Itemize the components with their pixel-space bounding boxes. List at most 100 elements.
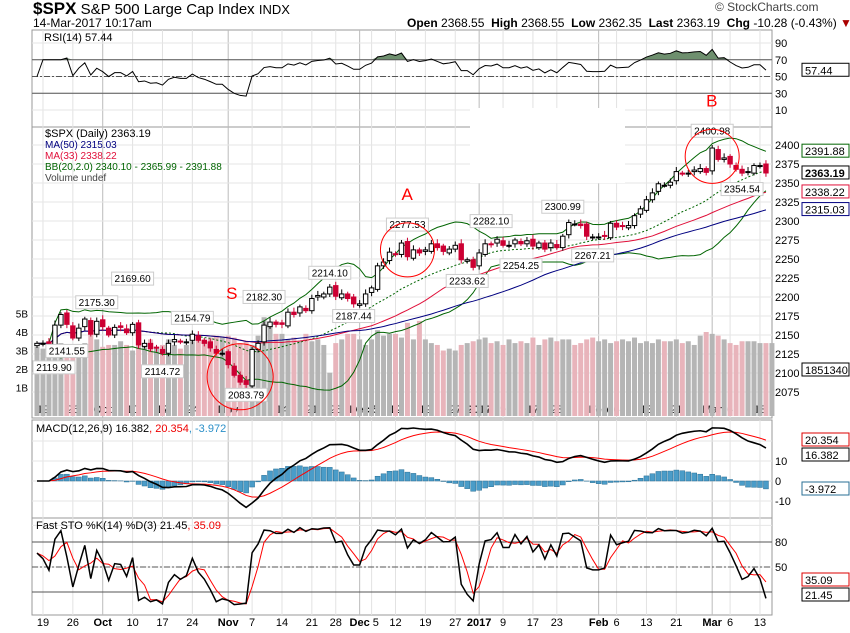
x-tick-label: 2017 [467,617,491,629]
volume-bar [506,339,512,416]
candle-body [100,319,106,328]
candle-body [88,320,94,335]
candle-body [494,238,500,244]
volume-bar [201,339,207,416]
candle-body [655,183,662,192]
volume-bar [171,344,177,416]
price-label: 2300.99 [545,202,582,213]
candle-body [183,341,190,344]
volume-bar [279,333,285,416]
last-price-value-box [801,165,850,180]
candle-body [410,249,417,259]
volume-bar [649,343,655,416]
volume-axis-label: 4B [16,328,29,339]
volume-bar [363,344,369,416]
candle-body [482,243,488,255]
macd-legend: MACD(12,26,9) 16.382, 20.354, -3.972 [36,423,226,435]
macd-histogram-bar [249,480,255,488]
candle-body [506,244,512,247]
candle-body [434,243,441,249]
volume-bar [393,333,398,416]
volume-bar [757,343,763,416]
candle-body [554,244,560,249]
macd-histogram-bar [356,480,363,482]
candle-body [637,208,644,215]
volume-bar [769,343,775,416]
volume-bar [112,344,118,416]
candle-body [524,240,530,245]
sto-d-value: 35.09 [805,575,833,587]
last-price-value: 2363.19 [805,168,845,180]
macd-histogram-bar [560,480,566,486]
macd-hist-value: -3.972 [805,484,836,496]
sto-axis-label: 80 [775,537,787,549]
candle-body [58,313,64,326]
price-label: 2187.44 [336,312,373,323]
macd-histogram-bar [207,480,214,483]
volume-bar [375,330,381,416]
macd-histogram-bar [338,471,345,482]
macd-histogram-bar [219,480,225,485]
volume-bar [721,339,727,416]
macd-histogram-bar [327,467,333,482]
rsi-line [36,48,767,97]
macd-histogram-bar [237,480,243,492]
macd-histogram-bar [739,480,745,486]
macd-histogram-bar [715,475,721,482]
macd-histogram-bar [404,471,411,482]
ma50-line [37,209,767,344]
candle-body [685,172,691,175]
volume-bar [339,339,345,416]
candle-body [237,374,243,383]
price-label-box [111,271,155,286]
volume-bar [667,341,673,416]
x-tick-label: 19 [419,617,431,629]
price-axis-label: 2175 [775,311,799,323]
candle-body [123,328,130,334]
candle-body [279,322,285,325]
sto-d-value-box [801,572,850,587]
price-label: 2169.60 [115,274,152,285]
macd-histogram-bar [82,475,88,482]
volume-axis-label: 1B [16,384,29,395]
volume-bar [661,341,667,416]
volume-bar [422,339,428,416]
volume-bar [398,337,404,416]
volume-bar [643,341,649,416]
candle-body [727,155,733,165]
candle-body [345,293,351,300]
volume-bar [703,332,709,416]
volume-bar [428,343,434,416]
price-label-box [140,364,184,379]
macd-histogram-bar [261,475,267,482]
candle-body [601,234,608,237]
price-label: 2267.21 [575,251,612,262]
volume-bar [637,343,643,416]
volume-value: 1851340 [805,365,848,377]
candle-body [458,243,464,261]
candle-body [153,346,160,349]
macd-histogram-bar [291,466,297,482]
candle-body [518,241,524,245]
candle-body [94,320,100,335]
macd-line [37,427,767,509]
volume-bar [727,343,733,416]
candle-body [82,318,88,328]
macd-histogram-bar [392,470,399,482]
volume-bar [118,341,124,416]
macd-histogram-bar [171,480,178,487]
sto-legend-part: , 35.09 [187,520,221,532]
candle-body [703,168,709,173]
candle-body [679,172,685,175]
macd-histogram-bar [446,480,453,484]
ma33-value: 2338.22 [805,187,845,199]
ohlc-summary: Open 2368.55 High 2368.55 Low 2362.35 La… [407,17,850,30]
macd-histogram-bar [195,480,202,482]
price-label: 2277.53 [389,220,426,231]
bb-upper-value-box [801,143,850,158]
candle-body [619,225,626,228]
price-label: 2233.62 [449,276,486,287]
candle-body [589,236,596,239]
symbol: $SPX [33,0,77,18]
price-axis-label: 2375 [775,159,799,171]
